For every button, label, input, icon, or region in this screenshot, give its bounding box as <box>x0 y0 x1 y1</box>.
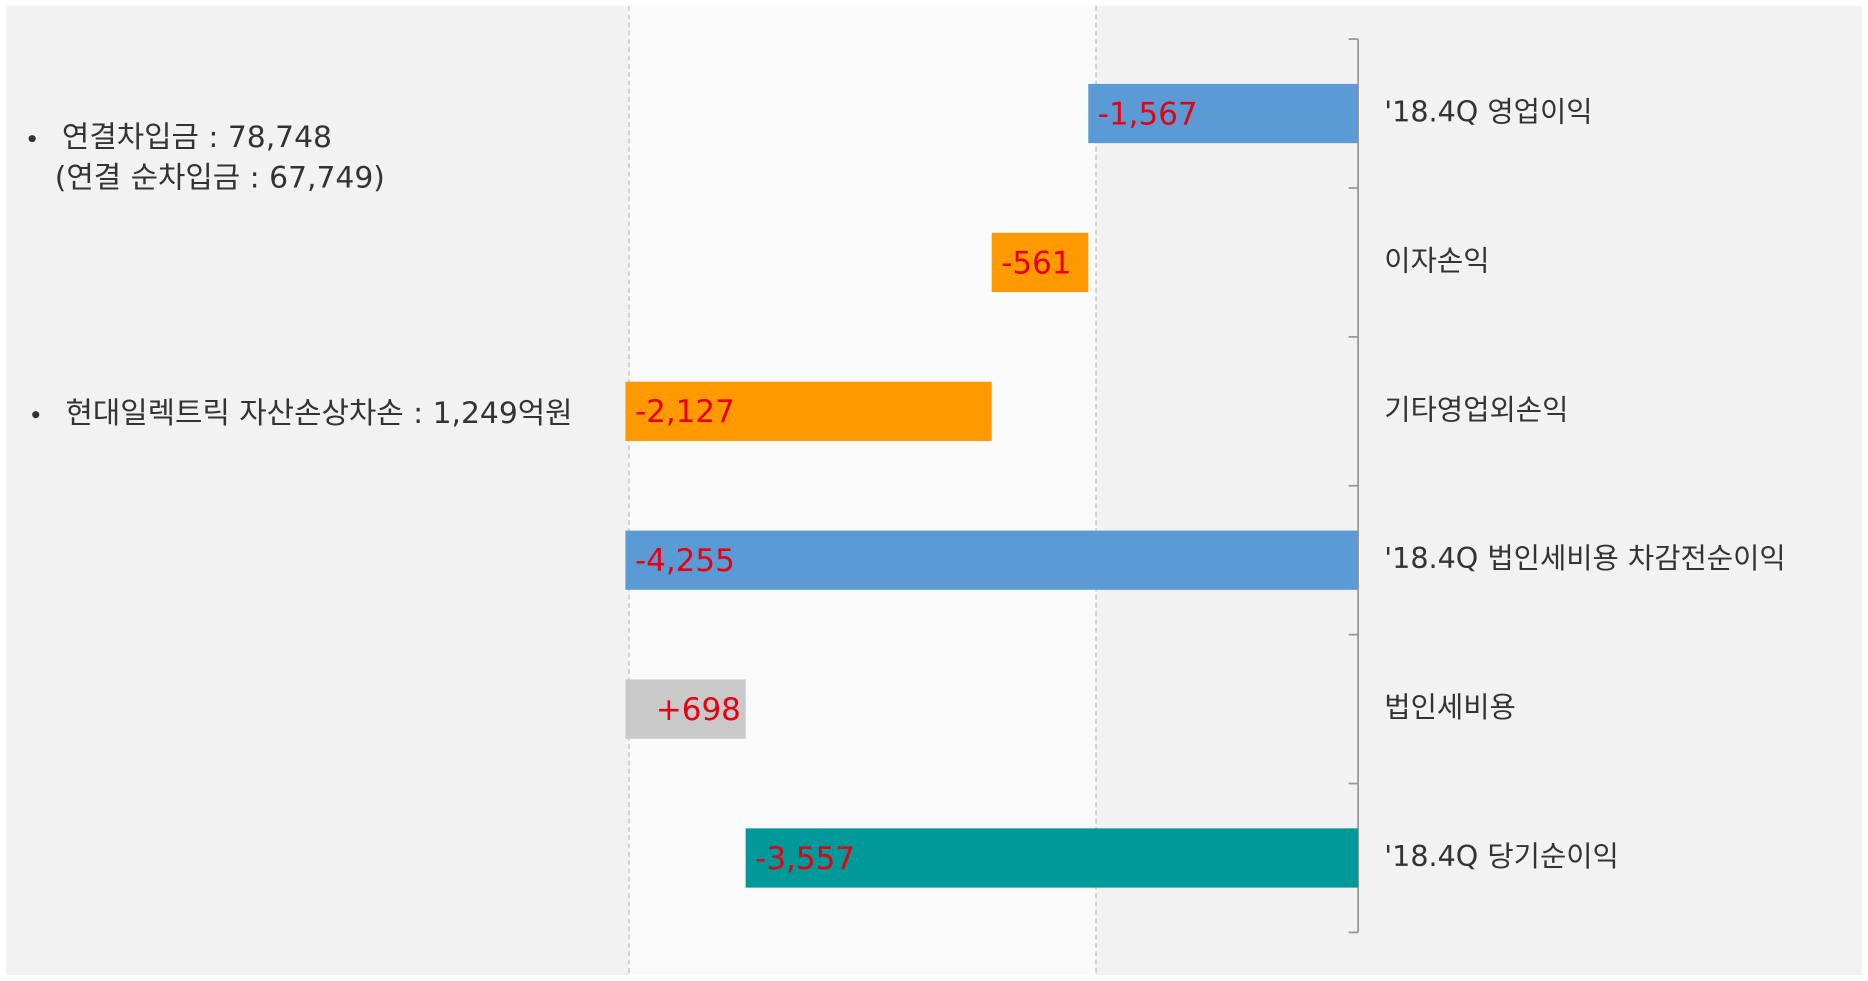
bullet <box>32 411 40 419</box>
annotation: (연결 순차입금 : 67,749) <box>55 160 385 195</box>
category-label: '18.4Q 당기순이익 <box>1384 840 1619 873</box>
bar <box>625 530 1359 590</box>
annotation: 연결차입금 : 78,748 <box>62 120 332 155</box>
annotation: 현대일렉트릭 자산손상차손 : 1,249억원 <box>66 396 573 431</box>
category-label: 기타영업외손익 <box>1384 393 1568 426</box>
value-label: -2,127 <box>635 394 735 430</box>
category-label: 법인세비용 <box>1384 691 1515 724</box>
value-label: -3,557 <box>755 841 855 877</box>
bar <box>991 232 1089 293</box>
bar <box>745 828 1359 888</box>
value-label: -4,255 <box>635 543 735 579</box>
band <box>629 5 1097 976</box>
category-label: '18.4Q 법인세비용 차감전순이익 <box>1384 542 1785 575</box>
bullet <box>28 135 36 143</box>
value-label: -561 <box>1001 245 1071 281</box>
category-label: 이자손익 <box>1384 244 1489 277</box>
value-label: -1,567 <box>1098 96 1198 132</box>
bar <box>625 381 992 441</box>
value-label: +698 <box>656 692 741 728</box>
category-label: '18.4Q 영업이익 <box>1384 96 1592 129</box>
bar <box>1088 83 1359 144</box>
bar <box>625 679 746 739</box>
